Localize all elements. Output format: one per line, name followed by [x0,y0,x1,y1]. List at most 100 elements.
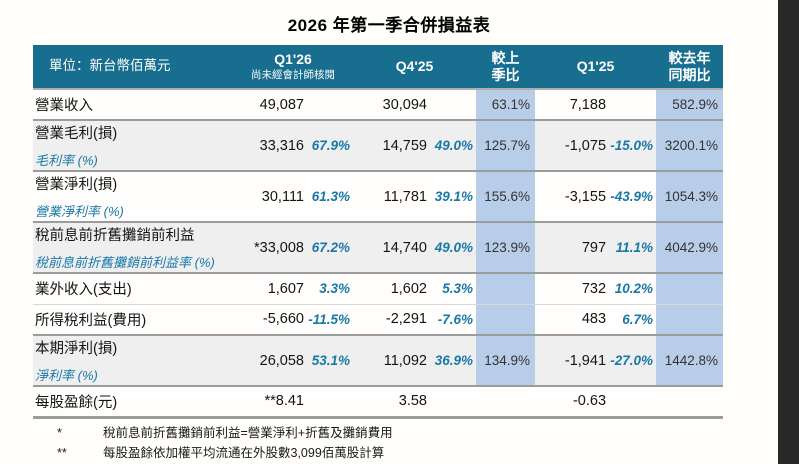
row-label: 業外收入(支出) [35,282,132,299]
header-yoy-line1: 較去年 [668,49,711,66]
header-yoy-line2: 同期比 [668,66,711,83]
cell-q1-25-pct: -43.9% [610,189,654,204]
cell-q1-25-value: 732 [581,280,607,297]
footnote-marker: * [57,426,62,440]
row-label: 營業收入 [35,98,93,114]
row-label-cell: 業外收入(支出) [33,273,233,304]
header-row: 單位：新台幣佰萬元 Q1'26 尚未經會計師核閱 Q4'25 較上 季比 Q1'… [33,45,724,89]
cell-q4-25-value: 30,094 [382,96,427,113]
footnote-ebitda-definition: * 稅前息前折舊攤銷前利益=營業淨利+折舊及攤銷費用 [57,423,393,443]
cell-q1-26-value: 26,058 [259,352,304,369]
cell-q4-25-pct: 36.9% [434,353,474,368]
row-sublabel: 毛利率 (%) [35,153,98,168]
footnote-text: 每股盈餘依加權平均流通在外股數3,099佰萬股計算 [103,446,385,460]
cell-q1-26-value: **8.41 [264,393,304,410]
cell-q1-25-pct: 6.7% [622,311,654,327]
row-label: 稅前息前折舊攤銷前利益 [35,228,195,244]
cell-q1-25-pct [610,386,656,417]
cell-q4-25-pct: -7.6% [437,311,474,327]
row-label-cell: 稅前息前折舊攤銷前利益稅前息前折舊攤銷前利益率 (%) [33,222,233,273]
cell-q1-26-pct [308,89,353,120]
row-label-cell: 營業毛利(損) 毛利率 (%) [33,120,233,171]
cell-q1-25-value: -0.63 [572,393,607,410]
cell-yoy-change: 1442.8% [656,335,724,386]
header-qoq-line2: 季比 [491,66,520,83]
cell-q1-25-value: 7,188 [569,96,607,113]
cell-q1-26-value: 30,111 [261,188,304,205]
row-label-cell: 所得稅利益(費用) [33,304,233,335]
cell-q4-25-value: -2,291 [385,311,427,328]
row-label: 每股盈餘(元) [35,394,118,411]
cell-q4-25-pct: 5.3% [442,281,474,297]
cell-qoq-change: 125.7% [476,120,536,171]
cell-q4-25-value: 14,759 [382,137,427,154]
cell-q1-25-pct: 10.2% [614,281,654,297]
table-row: 營業毛利(損) 毛利率 (%) 33,316 67.9% 14,759 49.0% 125.… [33,120,724,171]
cell-q1-25-value: -1,075 [564,137,607,154]
row-sublabel: 稅前息前折舊攤銷前利益率 (%) [35,255,215,270]
cell-q1-26-value: *33,008 [254,239,304,256]
cell-q1-26-pct: 3.3% [319,281,350,297]
cell-yoy-change: 1054.3% [656,171,724,222]
cell-q4-25-value: 11,092 [383,352,427,369]
cell-q1-26-pct: 53.1% [311,353,350,368]
header-q4-25: Q4'25 [353,45,477,89]
cell-qoq-change [476,273,536,304]
cell-q4-25-pct: 49.0% [434,240,474,255]
cell-q4-25-pct [431,386,476,417]
header-qoq-line1: 較上 [491,49,520,66]
row-label-cell: 本期淨利(損) 淨利率 (%) [33,335,233,386]
row-sublabel: 淨利率 (%) [35,368,98,383]
cell-q1-26-value: 49,087 [259,96,304,113]
header-yoy: 較去年 同期比 [656,45,724,89]
table-row: 業外收入(支出) 1,607 3.3% 1,602 5.3% 732 10.2% [33,273,724,304]
cell-q1-25-pct: -27.0% [610,353,654,368]
cell-yoy-change [656,386,723,417]
header-q1-25: Q1'25 [535,45,657,89]
cell-qoq-change [476,386,535,417]
footnote-marker: ** [57,446,67,460]
header-q1-26-title: Q1'26 [274,51,312,68]
cell-yoy-change [656,273,724,304]
cell-qoq-change: 123.9% [476,222,536,273]
cell-qoq-change: 63.1% [476,89,536,120]
cell-q1-25-value: -3,155 [564,188,607,205]
row-label: 營業淨利(損) [35,177,118,193]
cell-q1-26-value: 1,607 [267,280,304,297]
cell-q1-25-value: 797 [581,239,607,256]
cell-q1-26-value: 33,316 [259,137,304,154]
table-row: 稅前息前折舊攤銷前利益稅前息前折舊攤銷前利益率 (%) *33,008 67.2% 1… [33,222,724,273]
row-label: 營業毛利(損) [35,126,118,142]
cell-yoy-change: 582.9% [656,89,724,120]
cell-q4-25-value: 3.58 [398,393,427,410]
row-label-cell: 營業收入 [33,89,233,120]
row-label-cell: 每股盈餘(元) [33,386,233,417]
cell-q4-25-pct [431,89,476,120]
cell-yoy-change: 4042.9% [656,222,724,273]
table-row: 每股盈餘(元) **8.41 3.58 -0.63 [33,386,724,417]
income-table-body: 營業收入 49,087 30,094 63.1% 7,188 582.9% 營業毛利(損) 毛… [33,89,724,417]
cell-q4-25-pct: 49.0% [434,138,474,153]
cell-q1-26-pct: 61.3% [311,189,350,204]
table-row: 所得稅利益(費用) -5,660 -11.5% -2,291 -7.6% 483 6.7% [33,304,724,335]
row-sublabel: 營業淨利率 (%) [35,204,124,219]
table-row: 營業收入 49,087 30,094 63.1% 7,188 582.9% [33,89,724,120]
cell-q1-25-pct: -15.0% [610,138,654,153]
cell-q1-26-pct: 67.2% [311,240,350,255]
cell-q1-26-pct: 67.9% [311,138,350,153]
cell-q4-25-pct: 39.1% [434,189,474,204]
footnotes: * 稅前息前折舊攤銷前利益=營業淨利+折舊及攤銷費用 ** 每股盈餘依加權平均流… [57,423,393,463]
header-q1-26: Q1'26 尚未經會計師核閱 [233,45,353,89]
table-row: 營業淨利(損) 營業淨利率 (%) 30,111 61.3% 11,781 39.1% 15… [33,171,724,222]
table-header: 單位：新台幣佰萬元 Q1'26 尚未經會計師核閱 Q4'25 較上 季比 Q1'… [33,45,724,89]
cell-q1-26-value: -5,660 [262,311,304,328]
footnote-eps-basis: ** 每股盈餘依加權平均流通在外股數3,099佰萬股計算 [57,443,393,463]
row-label: 本期淨利(損) [35,341,118,357]
cell-qoq-change [476,304,536,335]
cell-q1-26-pct [308,386,353,417]
cell-q1-25-pct [610,89,656,120]
income-statement-table: 單位：新台幣佰萬元 Q1'26 尚未經會計師核閱 Q4'25 較上 季比 Q1'… [33,45,724,419]
header-qoq: 較上 季比 [476,45,536,89]
footnote-text: 稅前息前折舊攤銷前利益=營業淨利+折舊及攤銷費用 [103,426,393,440]
